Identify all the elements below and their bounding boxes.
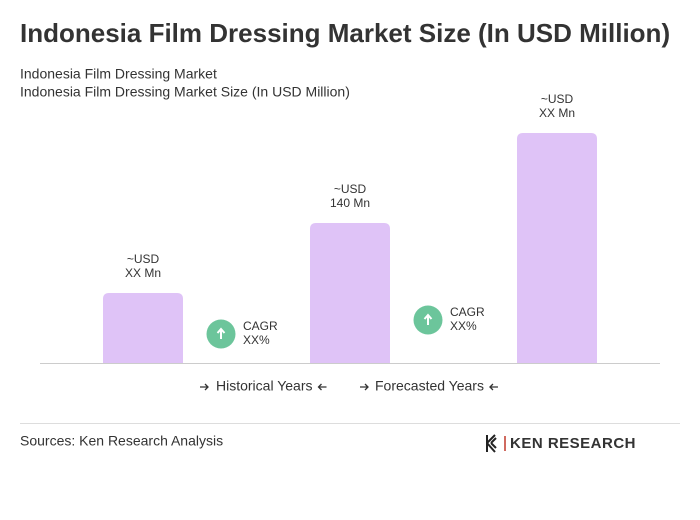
- cagr-label: XX%: [243, 333, 270, 347]
- legend-arrow: [200, 383, 209, 391]
- value-label: ~USD: [127, 252, 160, 266]
- cagr-arrow: [216, 327, 226, 339]
- bar: [310, 223, 390, 363]
- logo: KEN RESEARCH: [486, 434, 636, 453]
- legend-label: Historical Years: [216, 378, 313, 394]
- logo-text: KEN RESEARCH: [510, 435, 636, 452]
- bar: [103, 293, 183, 363]
- cagr-label: CAGR: [243, 319, 278, 333]
- legend-label: Forecasted Years: [375, 378, 484, 394]
- value-label: ~USD: [334, 182, 367, 196]
- legend-arrow: [317, 383, 327, 391]
- subtitle: Indonesia Film Dressing Market Size (In …: [20, 84, 350, 100]
- cagr-arrow: [423, 313, 433, 325]
- source: Sources: Ken Research Analysis: [20, 433, 223, 449]
- bar: [517, 133, 597, 363]
- value-label: 140 Mn: [330, 196, 370, 210]
- value-label: XX Mn: [125, 266, 161, 280]
- chart-title: Indonesia Film Dressing Market Size (In …: [20, 18, 670, 48]
- value-label: ~USD: [541, 92, 574, 106]
- cagr-label: XX%: [450, 319, 477, 333]
- cagr-label: CAGR: [450, 305, 485, 319]
- value-label: XX Mn: [539, 106, 575, 120]
- legend-arrow: [360, 383, 369, 391]
- legend-arrow: [489, 383, 498, 391]
- subtitle: Indonesia Film Dressing Market: [20, 66, 217, 82]
